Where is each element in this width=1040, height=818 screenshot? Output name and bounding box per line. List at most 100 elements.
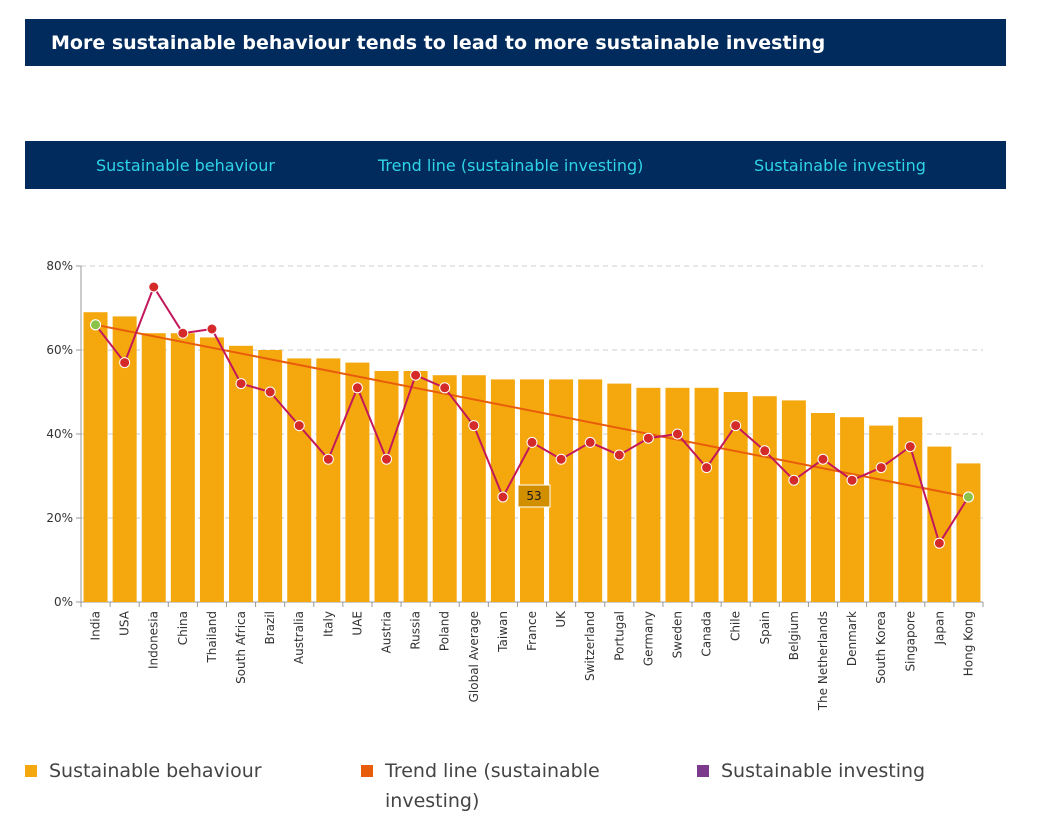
bar-switzerland bbox=[578, 379, 603, 602]
bar-poland bbox=[432, 375, 457, 602]
investing-point bbox=[613, 449, 625, 461]
x-tick-label: Belgium bbox=[787, 611, 801, 660]
investing-point bbox=[497, 491, 509, 503]
legend-label-trend: Trend line (sustainable investing) bbox=[385, 760, 600, 812]
bar-sweden bbox=[665, 387, 690, 602]
investing-point bbox=[148, 281, 160, 293]
x-tick-label: South Korea bbox=[874, 611, 888, 684]
bar-russia bbox=[403, 371, 428, 602]
x-tick-label: China bbox=[176, 611, 190, 645]
investing-point bbox=[701, 462, 713, 474]
investing-point bbox=[817, 453, 829, 465]
trend-start-point bbox=[90, 319, 102, 331]
investing-point bbox=[933, 537, 945, 549]
x-tick-label: USA bbox=[118, 610, 132, 636]
x-tick-label: Thailand bbox=[205, 611, 219, 664]
bar-china bbox=[170, 333, 195, 602]
investing-point bbox=[759, 445, 771, 457]
bar-south-korea bbox=[869, 425, 894, 602]
investing-point bbox=[904, 441, 916, 453]
x-tick-label: The Netherlands bbox=[816, 611, 830, 711]
investing-point bbox=[671, 428, 683, 440]
investing-point bbox=[584, 436, 596, 448]
bar-thailand bbox=[199, 337, 224, 602]
bar-the-netherlands bbox=[810, 413, 835, 602]
series-tabs: Sustainable behaviour Trend line (sustai… bbox=[25, 141, 1006, 189]
x-tick-label: South Africa bbox=[234, 611, 248, 684]
legend-item-sustainable-investing[interactable]: Sustainable investing bbox=[697, 756, 997, 786]
investing-point bbox=[410, 369, 422, 381]
bar-japan bbox=[927, 446, 952, 602]
bar-germany bbox=[636, 387, 661, 602]
bar-portugal bbox=[607, 383, 632, 602]
legend-swatch-trend bbox=[361, 765, 373, 777]
investing-point bbox=[642, 432, 654, 444]
investing-point bbox=[439, 382, 451, 394]
bar-taiwan bbox=[490, 379, 515, 602]
x-tick-label: Taiwan bbox=[496, 611, 510, 653]
y-tick-label: 60% bbox=[46, 343, 73, 357]
x-tick-label: Spain bbox=[758, 611, 772, 645]
x-tick-label: Australia bbox=[292, 611, 306, 664]
bar-canada bbox=[694, 387, 719, 602]
x-tick-label: Brazil bbox=[263, 611, 277, 645]
x-tick-label: Singapore bbox=[903, 611, 917, 672]
investing-point bbox=[526, 436, 538, 448]
y-tick-label: 20% bbox=[46, 511, 73, 525]
investing-point bbox=[788, 474, 800, 486]
x-tick-label: Indonesia bbox=[147, 611, 161, 669]
y-tick-label: 0% bbox=[54, 595, 73, 609]
bar-global-average bbox=[461, 375, 486, 602]
x-tick-label: UAE bbox=[350, 611, 364, 636]
x-tick-label: Hong Kong bbox=[961, 611, 975, 676]
investing-point bbox=[468, 420, 480, 432]
x-tick-label: Russia bbox=[409, 611, 423, 650]
investing-point bbox=[381, 453, 393, 465]
x-tick-label: Portugal bbox=[612, 611, 626, 661]
bar-indonesia bbox=[141, 333, 166, 602]
bar-austria bbox=[374, 371, 399, 602]
x-tick-label: Sweden bbox=[670, 611, 684, 658]
y-tick-label: 40% bbox=[46, 427, 73, 441]
tab-trend-line[interactable]: Trend line (sustainable investing) bbox=[378, 155, 644, 175]
tab-sustainable-investing[interactable]: Sustainable investing bbox=[754, 155, 926, 175]
bar-line-chart: 0% 20% 40% 60% 80% India USA Indonesia China Thai… bbox=[46, 259, 984, 711]
x-tick-label: India bbox=[89, 611, 103, 640]
x-tick-label: Switzerland bbox=[583, 611, 597, 681]
investing-point bbox=[206, 323, 218, 335]
bar-uk bbox=[549, 379, 574, 602]
bar-belgium bbox=[781, 400, 806, 602]
y-tick-label: 80% bbox=[46, 259, 73, 273]
tooltip-value: 53 bbox=[526, 489, 541, 503]
investing-point bbox=[555, 453, 567, 465]
investing-point bbox=[322, 453, 334, 465]
x-tick-label: Germany bbox=[641, 611, 655, 666]
legend-item-sustainable-behaviour[interactable]: Sustainable behaviour bbox=[25, 756, 325, 786]
investing-point bbox=[293, 420, 305, 432]
bar-italy bbox=[316, 358, 341, 602]
bar-hong-kong bbox=[956, 463, 981, 602]
x-tick-label: Italy bbox=[321, 611, 335, 637]
x-tick-label: France bbox=[525, 611, 539, 651]
trend-line bbox=[95, 323, 969, 498]
tab-sustainable-behaviour[interactable]: Sustainable behaviour bbox=[96, 155, 275, 175]
trend-end-point bbox=[962, 491, 974, 503]
legend-item-trend-line[interactable]: Trend line (sustainable investing) bbox=[361, 756, 611, 816]
x-tick-label: Poland bbox=[438, 611, 452, 651]
x-tick-label: Canada bbox=[700, 611, 714, 657]
investing-point bbox=[177, 327, 189, 339]
legend-swatch-investing bbox=[697, 765, 709, 777]
investing-point bbox=[846, 474, 858, 486]
x-tick-label: Denmark bbox=[845, 611, 859, 666]
investing-point bbox=[351, 382, 363, 394]
legend-label-behaviour: Sustainable behaviour bbox=[49, 760, 262, 782]
investing-point bbox=[119, 357, 131, 369]
tooltip: 53 bbox=[517, 484, 551, 508]
x-tick-label: Japan bbox=[932, 611, 946, 645]
x-tick-label: Chile bbox=[729, 611, 743, 641]
legend-swatch-behaviour bbox=[25, 765, 37, 777]
chart-title: More sustainable behaviour tends to lead… bbox=[51, 31, 826, 54]
bar-uae bbox=[345, 362, 370, 602]
legend-label-investing: Sustainable investing bbox=[721, 760, 926, 782]
bar-spain bbox=[752, 396, 777, 602]
